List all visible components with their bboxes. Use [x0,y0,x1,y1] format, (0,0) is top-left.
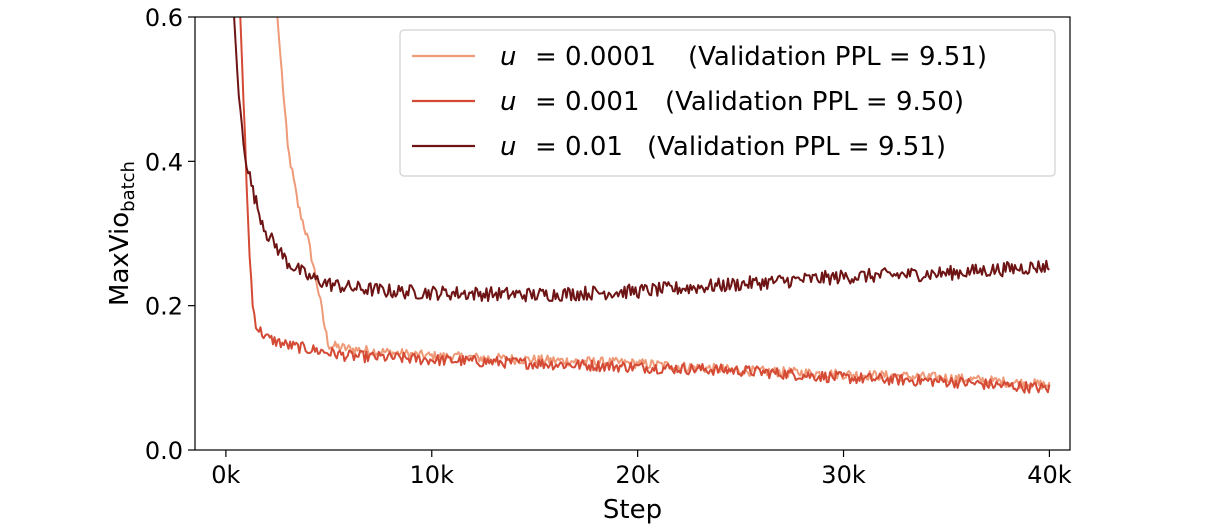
x-tick-label: 30k [821,461,866,489]
y-axis-label-main: MaxVio [105,212,135,306]
legend-label-variable: u [500,87,516,117]
series-line [239,17,1051,394]
legend-box [399,29,1056,177]
legend-label-ppl: (Validation PPL = 9.50) [665,87,964,117]
series-line [233,17,1050,303]
legend-label-value: = 0.001 [535,87,639,117]
legend-label-value: = 0.0001 [535,42,656,72]
y-axis-label: MaxViobatch [105,161,139,306]
legend-label-value: = 0.01 [535,132,623,162]
legend-label-variable: u [500,42,516,72]
legend: u = 0.0001 (Validation PPL = 9.51) u = 0.001… [399,29,1056,177]
x-tick-label: 40k [1027,461,1072,489]
legend-label-variable: u [500,132,516,162]
axis-ticks: 0k 10k 20k 30k 40k 0.0 0.2 0.4 0.6 [145,4,1072,489]
legend-label-ppl: (Validation PPL = 9.51) [688,42,987,72]
x-axis-label: Step [603,495,662,525]
plot-frame [194,16,1071,451]
x-tick-label: 0k [211,461,240,489]
legend-label-ppl: (Validation PPL = 9.51) [647,132,946,162]
y-axis-label-subscript: batch [118,161,139,212]
x-tick-label: 20k [615,461,660,489]
y-tick-label: 0.0 [145,437,183,465]
x-tick-label: 10k [410,461,455,489]
y-tick-label: 0.6 [145,4,183,32]
y-tick-label: 0.2 [145,293,183,321]
series-group [233,17,1051,394]
y-tick-label: 0.4 [145,148,183,176]
